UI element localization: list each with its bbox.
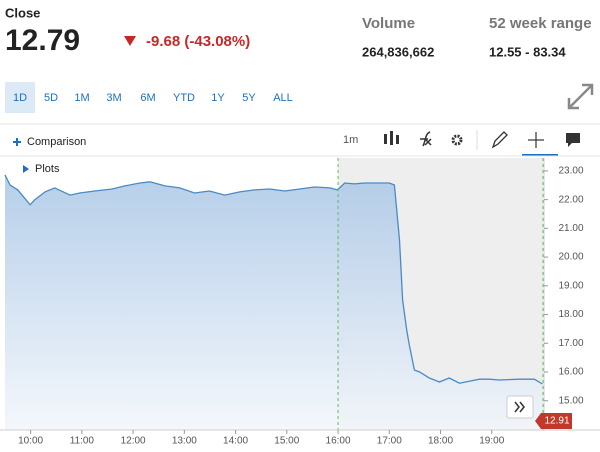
draw-icon[interactable] <box>491 131 508 149</box>
stat-value: 264,836,662 <box>362 44 434 59</box>
range-button[interactable]: 5Y <box>242 92 256 104</box>
price-change: -9.68 (-43.08%) <box>146 33 250 50</box>
scroll-icon <box>514 401 525 413</box>
x-tick-label: 15:00 <box>274 436 299 447</box>
x-tick-label: 11:00 <box>70 436 95 447</box>
last-price-badge <box>535 413 572 429</box>
stat-label: Volume <box>362 15 415 32</box>
plus-icon[interactable] <box>13 138 21 146</box>
y-tick-label: 17.00 <box>558 338 583 349</box>
fx-icon[interactable] <box>420 131 432 147</box>
stat-label: 52 week range <box>489 15 592 32</box>
close-label: Close <box>5 5 40 20</box>
price: 12.79 <box>5 24 80 57</box>
price-line <box>4 174 543 385</box>
y-tick-label: 16.00 <box>558 367 583 378</box>
y-tick-label: 15.00 <box>558 395 583 406</box>
range-button[interactable]: YTD <box>173 92 195 104</box>
range-bar: 1D 5D 1M 3M 6M YTD 1Y 5Y ALL <box>5 82 293 113</box>
expand-icon[interactable] <box>567 83 594 110</box>
x-tick-label: 10:00 <box>18 436 43 447</box>
plots-button[interactable]: Plots <box>35 163 60 175</box>
range-button[interactable]: 5D <box>44 92 58 104</box>
comment-icon[interactable] <box>566 133 580 147</box>
x-tick-label: 18:00 <box>428 436 453 447</box>
y-tick-label: 20.00 <box>558 252 583 263</box>
comparison-button[interactable]: Comparison <box>27 136 86 148</box>
x-tick-label: 14:00 <box>223 436 248 447</box>
range-button[interactable]: ALL <box>273 92 293 104</box>
y-tick-label: 23.00 <box>558 166 583 177</box>
y-tick-label: 18.00 <box>558 309 583 320</box>
crosshair-icon[interactable] <box>528 132 544 148</box>
scroll-button[interactable] <box>506 395 534 419</box>
x-tick-label: 13:00 <box>172 436 197 447</box>
last-price-label: 12.91 <box>544 416 569 427</box>
candle-icon[interactable] <box>384 131 399 145</box>
y-tick-label: 19.00 <box>558 280 583 291</box>
plot-area: 23.00 22.00 21.00 20.00 19.00 18.00 17.00 16.00… <box>0 158 600 447</box>
range-button[interactable]: 1Y <box>211 92 225 104</box>
x-tick-label: 17:00 <box>377 436 402 447</box>
x-tick-label: 12:00 <box>121 436 146 447</box>
settings-icon[interactable] <box>451 134 463 146</box>
x-tick-label: 16:00 <box>326 436 351 447</box>
range-button[interactable]: 3M <box>106 92 121 104</box>
y-tick-label: 22.00 <box>558 194 583 205</box>
down-arrow <box>124 36 136 46</box>
range-button[interactable]: 6M <box>140 92 155 104</box>
range-selected <box>5 82 35 113</box>
range-button[interactable]: 1D <box>13 92 27 104</box>
plots-arrow <box>23 165 29 173</box>
stat-value: 12.55 - 83.34 <box>489 44 566 59</box>
area-fill <box>5 174 543 430</box>
range-button[interactable]: 1M <box>74 92 89 104</box>
y-tick-label: 21.00 <box>558 223 583 234</box>
interval-button[interactable]: 1m <box>343 134 358 146</box>
x-tick-label: 19:00 <box>479 436 504 447</box>
